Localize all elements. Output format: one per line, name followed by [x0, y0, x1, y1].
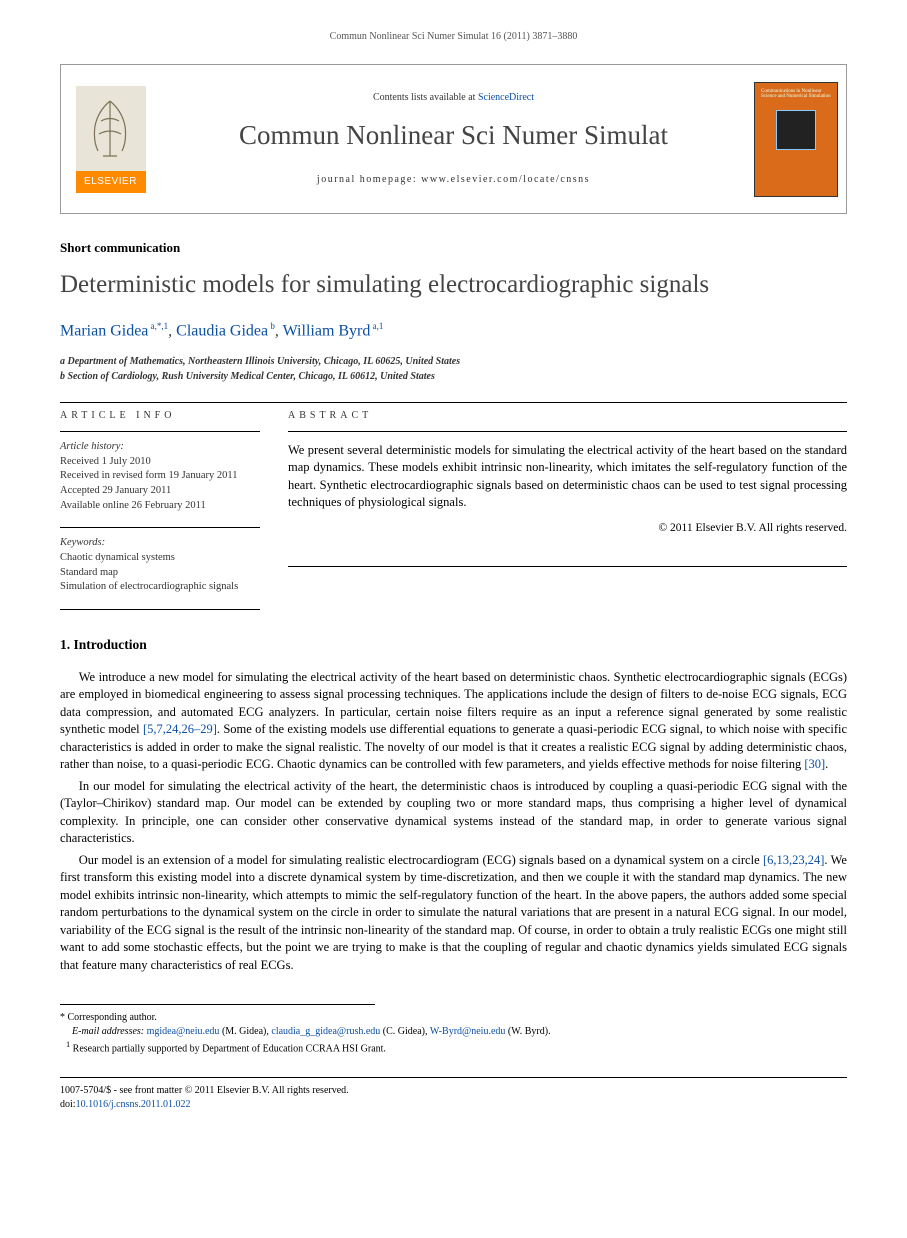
section-title: 1. Introduction	[60, 636, 847, 655]
history-item: Available online 26 February 2011	[60, 499, 260, 514]
keywords-block: Keywords: Chaotic dynamical systems Stan…	[60, 536, 260, 595]
footnotes: * Corresponding author. E-mail addresses…	[60, 1011, 847, 1056]
contents-prefix: Contents lists available at	[373, 92, 478, 103]
publisher-logo-cell: ELSEVIER	[61, 65, 161, 213]
publisher-name: ELSEVIER	[76, 171, 146, 193]
citation-link[interactable]: [5,7,24,26–29]	[143, 722, 217, 736]
email-label: E-mail addresses:	[72, 1026, 147, 1037]
article-title: Deterministic models for simulating elec…	[60, 267, 847, 302]
author-link[interactable]: Claudia Gidea	[176, 323, 268, 340]
sup-text: a,1	[373, 321, 384, 331]
grant-text-visible: Research partially supported by Departme…	[73, 1044, 386, 1055]
info-abstract-row: ARTICLE INFO Article history: Received 1…	[60, 409, 847, 609]
history-item: Received 1 July 2010	[60, 455, 260, 470]
homepage-url: www.elsevier.com/locate/cnsns	[421, 174, 590, 185]
text: (M. Gidea),	[219, 1026, 271, 1037]
contents-line: Contents lists available at ScienceDirec…	[373, 91, 534, 105]
text: .	[825, 757, 828, 771]
corresponding-author-note: * Corresponding author.	[60, 1011, 847, 1025]
affiliation-a: a Department of Mathematics, Northeaster…	[60, 355, 847, 369]
email-link[interactable]: W-Byrd@neiu.edu	[430, 1026, 506, 1037]
footnote-divider	[60, 1004, 375, 1011]
doi-line: doi:10.1016/j.cnsns.2011.01.022	[60, 1098, 847, 1112]
sciencedirect-link[interactable]: ScienceDirect	[478, 92, 534, 103]
affiliation-b: b Section of Cardiology, Rush University…	[60, 370, 847, 384]
header-middle: Contents lists available at ScienceDirec…	[161, 65, 746, 213]
email-line: E-mail addresses: mgidea@neiu.edu (M. Gi…	[60, 1025, 847, 1039]
article-type: Short communication	[60, 239, 847, 257]
divider	[288, 431, 847, 432]
author-sup: a,*,1	[148, 321, 168, 331]
divider	[60, 609, 260, 610]
history-item: Accepted 29 January 2011	[60, 484, 260, 499]
sup-text: a,*,1	[151, 321, 169, 331]
email-link[interactable]: claudia_g_gidea@rush.edu	[271, 1026, 380, 1037]
issn-line: 1007-5704/$ - see front matter © 2011 El…	[60, 1084, 847, 1098]
cover-cell: Communications in Nonlinear Science and …	[746, 65, 846, 213]
author-link[interactable]: Marian Gidea	[60, 323, 148, 340]
email-link[interactable]: mgidea@neiu.edu	[147, 1026, 220, 1037]
keyword: Chaotic dynamical systems	[60, 551, 260, 566]
homepage-line: journal homepage: www.elsevier.com/locat…	[317, 173, 590, 187]
citation-link[interactable]: [30]	[804, 757, 825, 771]
divider	[60, 402, 847, 403]
affiliations: a Department of Mathematics, Northeaster…	[60, 355, 847, 384]
article-info-column: ARTICLE INFO Article history: Received 1…	[60, 409, 260, 609]
body-paragraph: We introduce a new model for simulating …	[60, 669, 847, 774]
running-head: Commun Nonlinear Sci Numer Simulat 16 (2…	[60, 30, 847, 44]
doi-link[interactable]: 10.1016/j.cnsns.2011.01.022	[76, 1099, 191, 1110]
body-paragraph: In our model for simulating the electric…	[60, 778, 847, 848]
article-history: Article history: Received 1 July 2010 Re…	[60, 440, 260, 513]
history-label: Article history:	[60, 440, 260, 455]
author-sup: b	[268, 321, 275, 331]
citation-link[interactable]: [6,13,23,24]	[763, 853, 824, 867]
divider	[60, 431, 260, 432]
divider	[288, 566, 847, 567]
sup-text: b	[270, 321, 275, 331]
article-info-head: ARTICLE INFO	[60, 409, 260, 423]
keywords-label: Keywords:	[60, 536, 260, 551]
keyword: Standard map	[60, 566, 260, 581]
divider	[60, 527, 260, 528]
author-sup: a,1	[370, 321, 383, 331]
abstract-head: ABSTRACT	[288, 409, 847, 423]
journal-header: ELSEVIER Contents lists available at Sci…	[60, 64, 847, 214]
bottom-matter: 1007-5704/$ - see front matter © 2011 El…	[60, 1077, 847, 1112]
author-list: Marian Gidea a,*,1, Claudia Gidea b, Wil…	[60, 320, 847, 343]
text: . We first transform this existing model…	[60, 853, 847, 972]
journal-cover-thumbnail: Communications in Nonlinear Science and …	[754, 82, 838, 197]
body-paragraph: Our model is an extension of a model for…	[60, 852, 847, 975]
grant-note: 1 1 Research partially supported by Depa…	[60, 1039, 847, 1056]
cover-art-icon	[776, 110, 816, 150]
journal-name: Commun Nonlinear Sci Numer Simulat	[239, 117, 668, 155]
keyword: Simulation of electrocardiographic signa…	[60, 580, 260, 595]
abstract-column: ABSTRACT We present several deterministi…	[288, 409, 847, 609]
text: (C. Gidea),	[380, 1026, 430, 1037]
elsevier-tree-icon	[76, 86, 146, 171]
homepage-prefix: journal homepage:	[317, 174, 421, 185]
text: (W. Byrd).	[505, 1026, 550, 1037]
history-item: Received in revised form 19 January 2011	[60, 469, 260, 484]
cover-text: Communications in Nonlinear Science and …	[761, 89, 831, 100]
author-link[interactable]: William Byrd	[283, 323, 371, 340]
abstract-copyright: © 2011 Elsevier B.V. All rights reserved…	[288, 520, 847, 536]
text: Our model is an extension of a model for…	[79, 853, 763, 867]
abstract-text: We present several deterministic models …	[288, 442, 847, 512]
doi-label: doi:	[60, 1099, 76, 1110]
